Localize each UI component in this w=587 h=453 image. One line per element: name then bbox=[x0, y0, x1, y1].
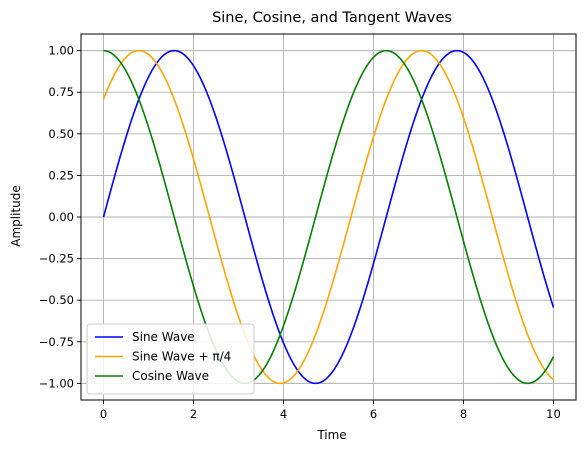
chart-title: Sine, Cosine, and Tangent Waves bbox=[212, 10, 452, 26]
legend-box bbox=[86, 323, 255, 395]
series-line-3 bbox=[103, 49, 555, 385]
y-tick-label: −1.00 bbox=[39, 376, 74, 390]
x-tick-label: 4 bbox=[280, 407, 287, 421]
legend-entry-label: Sine Wave bbox=[132, 330, 195, 344]
y-tick-label: 1.00 bbox=[48, 44, 74, 58]
axis-ticks: 0 2 4 6 8 10 −1.00 −0.75 −0.50 −0.25 0.00 0.25 0.50 0… bbox=[39, 44, 561, 421]
x-tick-label: 0 bbox=[100, 407, 107, 421]
legend-entry-label: Sine Wave + π/4 bbox=[132, 350, 231, 364]
y-tick-label: −0.50 bbox=[39, 293, 74, 307]
y-axis-label: Amplitude bbox=[9, 185, 23, 247]
series-lines bbox=[102, 49, 555, 385]
y-tick-label: 0.50 bbox=[48, 127, 74, 141]
y-tick-label: 0.75 bbox=[48, 85, 74, 99]
series-line-2 bbox=[102, 49, 555, 385]
y-tick-label: −0.75 bbox=[39, 335, 74, 349]
series-line-1 bbox=[102, 49, 555, 385]
y-tick-label: 0.25 bbox=[48, 168, 74, 182]
y-tick-label: 0.00 bbox=[48, 210, 74, 224]
legend-entry-label: Cosine Wave bbox=[132, 369, 209, 383]
y-tick-label: −0.25 bbox=[39, 252, 74, 266]
x-tick-label: 10 bbox=[546, 407, 561, 421]
legend: Sine Wave Sine Wave + π/4 Cosine Wave bbox=[86, 323, 255, 395]
x-axis-label: Time bbox=[316, 428, 346, 442]
x-tick-label: 8 bbox=[460, 407, 467, 421]
x-tick-label: 2 bbox=[190, 407, 197, 421]
x-tick-label: 6 bbox=[370, 407, 377, 421]
